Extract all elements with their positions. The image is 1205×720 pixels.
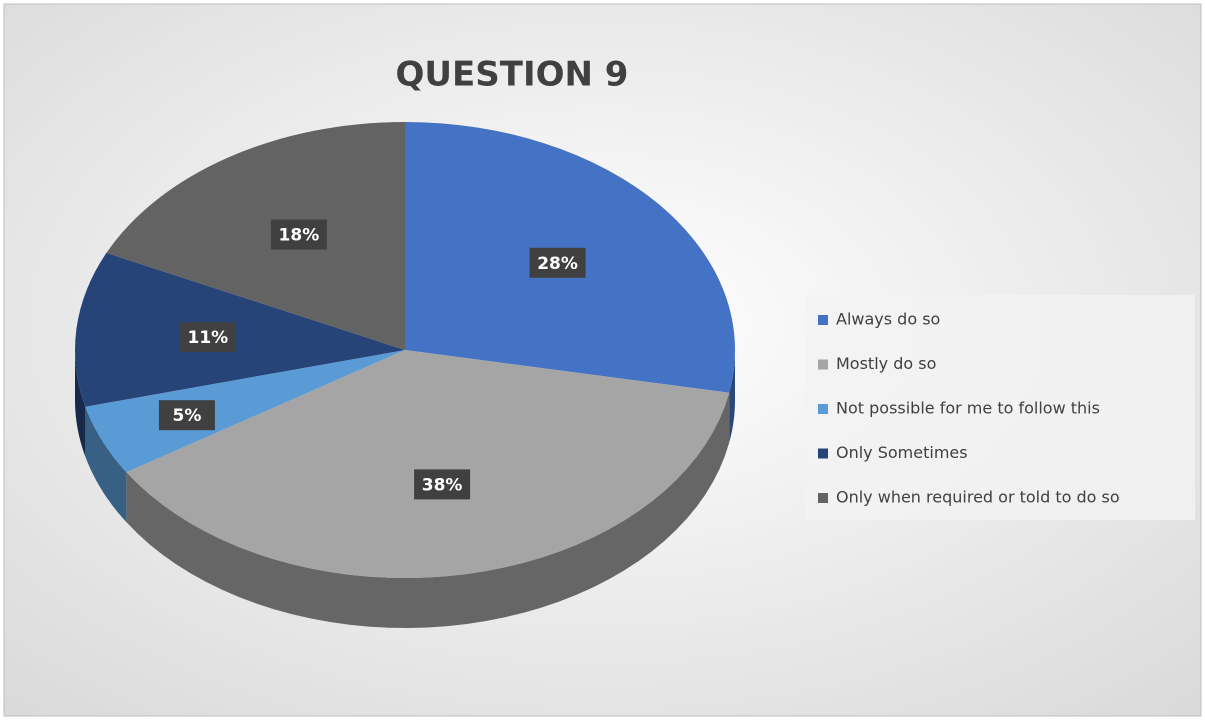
slice xyxy=(126,350,730,578)
data-label-box xyxy=(158,400,215,431)
slice xyxy=(106,122,405,350)
legend-label: Not possible for me to follow this xyxy=(836,399,1100,418)
slice xyxy=(74,252,406,407)
legend-swatch xyxy=(818,404,828,414)
legend-label: Mostly do so xyxy=(836,354,936,373)
slice-side xyxy=(75,350,86,457)
legend-swatch xyxy=(818,493,828,503)
data-label-box xyxy=(529,247,586,278)
data-label: 18% xyxy=(279,225,320,245)
data-label: 5% xyxy=(173,406,202,426)
data-label-box xyxy=(179,322,236,353)
legend-swatch xyxy=(818,448,828,459)
legend-swatch xyxy=(818,315,828,325)
legend-label: Only Sometimes xyxy=(836,443,968,462)
slice xyxy=(85,350,405,473)
data-label: 28% xyxy=(537,254,578,274)
slice-side xyxy=(729,350,735,443)
slice-side xyxy=(126,392,730,628)
legend-box xyxy=(805,295,1195,520)
legend-label: Only when required or told to do so xyxy=(836,488,1120,507)
legend-swatch xyxy=(818,359,828,370)
chart-title: QUESTION 9 xyxy=(396,55,629,95)
slice-side xyxy=(85,406,127,523)
data-label: 11% xyxy=(188,328,229,348)
data-label: 38% xyxy=(422,475,463,495)
legend-label: Always do so xyxy=(836,310,940,329)
data-label-box xyxy=(270,219,327,250)
data-label-box xyxy=(414,469,471,500)
